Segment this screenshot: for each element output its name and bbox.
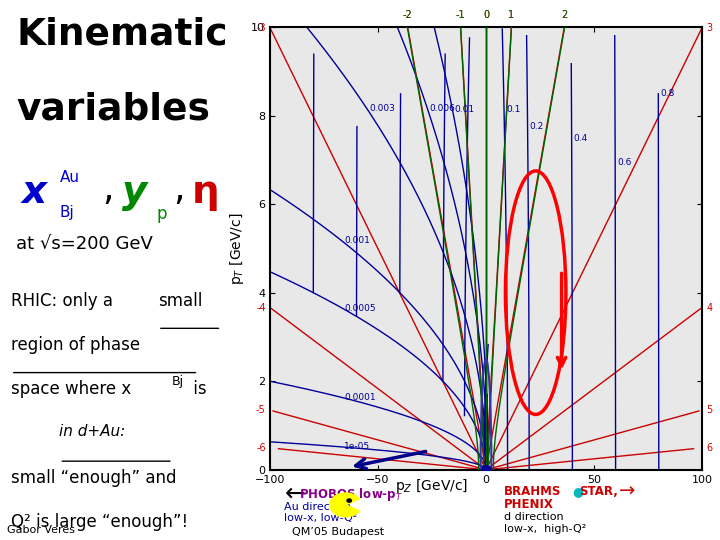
Text: ,: , xyxy=(173,173,184,207)
Text: space where x: space where x xyxy=(11,380,131,398)
Text: RHIC: only a: RHIC: only a xyxy=(11,292,118,309)
Text: -2: -2 xyxy=(402,10,413,21)
Text: 0.0001: 0.0001 xyxy=(344,393,376,402)
Text: ●: ● xyxy=(572,485,583,498)
Text: ,: , xyxy=(102,173,114,207)
Text: at √s=200 GeV: at √s=200 GeV xyxy=(16,235,153,253)
Text: STAR,: STAR, xyxy=(580,485,618,498)
Text: -3: -3 xyxy=(256,23,266,33)
Text: 0.003: 0.003 xyxy=(369,104,395,113)
Text: 0.006: 0.006 xyxy=(430,104,456,113)
Text: -6: -6 xyxy=(256,443,266,453)
Text: Au direction: Au direction xyxy=(284,502,351,511)
Text: Bj: Bj xyxy=(171,375,184,388)
Text: x: x xyxy=(22,173,47,211)
Text: Au: Au xyxy=(60,170,79,185)
Text: Kinematic: Kinematic xyxy=(16,16,228,52)
Text: 2: 2 xyxy=(562,10,568,21)
Text: d direction: d direction xyxy=(504,512,564,522)
Text: 0: 0 xyxy=(483,10,489,21)
Y-axis label: p$_T$ [GeV/c]: p$_T$ [GeV/c] xyxy=(228,212,246,285)
Text: Bj: Bj xyxy=(60,205,74,220)
Text: 0: 0 xyxy=(483,10,489,21)
Text: -1: -1 xyxy=(456,10,465,21)
Text: PHENIX: PHENIX xyxy=(504,498,554,511)
Text: 5: 5 xyxy=(706,405,713,415)
Text: 0.4: 0.4 xyxy=(574,134,588,143)
Text: y: y xyxy=(122,173,147,211)
Text: low-x, low-Q²: low-x, low-Q² xyxy=(284,514,358,523)
Text: ←: ← xyxy=(284,482,305,506)
Text: variables: variables xyxy=(16,92,210,128)
Text: 3: 3 xyxy=(706,23,713,33)
Text: 0.6: 0.6 xyxy=(617,158,631,167)
Text: Q² is large “enough”!: Q² is large “enough”! xyxy=(11,513,188,531)
Text: 0.01: 0.01 xyxy=(454,105,474,114)
Text: 2: 2 xyxy=(561,10,567,21)
Text: small: small xyxy=(158,292,202,309)
Text: region of phase: region of phase xyxy=(11,336,140,354)
Text: PHOBOS low-p$_T$: PHOBOS low-p$_T$ xyxy=(299,485,402,503)
Text: in d+Au:: in d+Au: xyxy=(59,424,126,440)
Text: 0.2: 0.2 xyxy=(530,122,544,131)
Text: QM’05 Budapest: QM’05 Budapest xyxy=(292,527,384,537)
Text: -1: -1 xyxy=(456,10,465,21)
Text: 0.001: 0.001 xyxy=(344,237,370,246)
Text: 1: 1 xyxy=(508,10,515,21)
Text: η: η xyxy=(192,173,220,211)
Text: 4: 4 xyxy=(706,302,713,313)
Text: -5: -5 xyxy=(256,405,266,415)
Text: 6: 6 xyxy=(706,443,713,453)
Text: p: p xyxy=(157,205,167,223)
Text: -4: -4 xyxy=(256,302,266,313)
Text: p$_Z$ [GeV/c]: p$_Z$ [GeV/c] xyxy=(395,477,469,495)
Text: small “enough” and: small “enough” and xyxy=(11,469,176,487)
Text: 0.0005: 0.0005 xyxy=(344,303,376,313)
Text: 0.8: 0.8 xyxy=(660,89,675,98)
Text: 1e-05: 1e-05 xyxy=(344,442,370,451)
Text: low-x,  high-Q²: low-x, high-Q² xyxy=(504,524,586,534)
Text: is: is xyxy=(188,380,206,398)
Text: 1: 1 xyxy=(508,10,515,21)
Text: -2: -2 xyxy=(402,10,412,21)
Text: BRAHMS: BRAHMS xyxy=(504,485,562,498)
Text: Gábor Veres: Gábor Veres xyxy=(7,524,75,535)
Text: →: → xyxy=(619,482,636,501)
Text: 0.1: 0.1 xyxy=(506,105,521,114)
